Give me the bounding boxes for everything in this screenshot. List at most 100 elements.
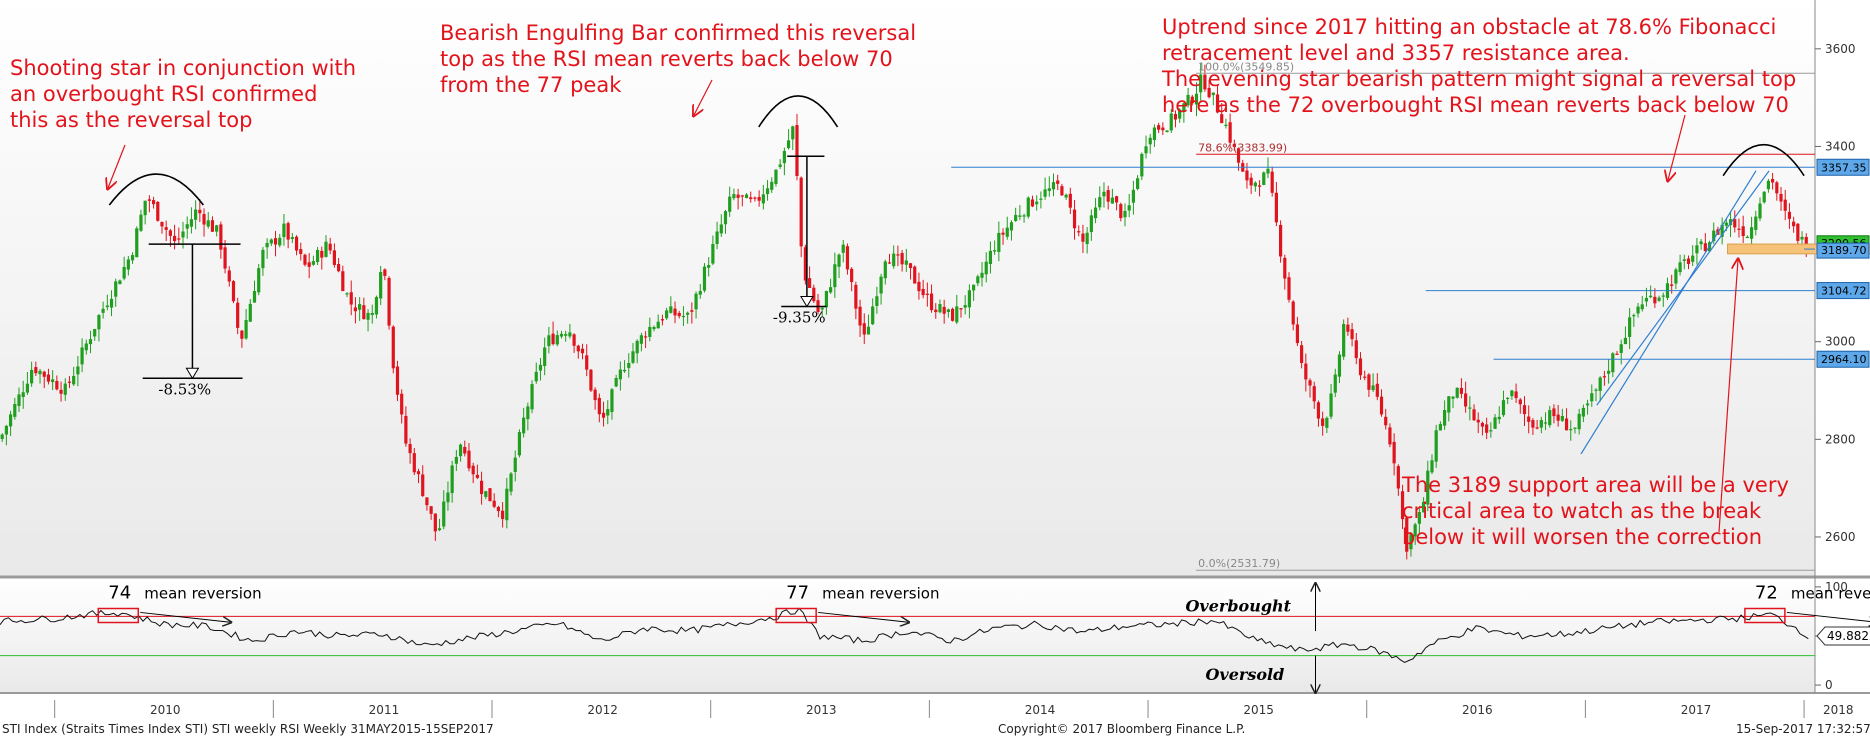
candle-body [643,336,648,338]
candle-body [488,488,492,502]
rsi-reversion-arrow [818,611,908,622]
candle-body [88,339,93,345]
candle-body [1093,207,1098,219]
candle-body [908,263,913,269]
reference-tag [1816,350,1870,368]
candle-body [1644,297,1649,302]
rsi-tick-label: 0 [1825,678,1833,692]
candle-body [1072,209,1077,229]
candle-body [1451,396,1455,399]
candle-body [1485,424,1489,433]
fibonacci-label: 0.0%(2531.79) [1198,557,1280,570]
candle-body [1106,190,1110,202]
candle-body [976,276,980,284]
candle-body [1699,241,1703,245]
candle-body [442,501,446,527]
candle-body [139,214,143,231]
candle-body [622,369,627,372]
candle-body [1190,96,1194,104]
candle-body [345,293,349,295]
candle-body [1199,74,1203,93]
candle-body [475,474,479,478]
candle-body [1295,324,1300,344]
candle-body [1278,224,1283,257]
candle-body [1657,297,1661,301]
candle-body [959,308,963,310]
candle-body [1169,113,1173,131]
candle-body [1110,197,1114,204]
reference-tag-label: 3104.72 [1821,285,1867,298]
candle-body [13,403,17,417]
candle-body [1594,389,1598,391]
candle-body [1493,417,1497,429]
candle-body [660,319,665,321]
candle-body [1438,424,1442,431]
candle-body [118,280,122,285]
fibonacci-label: 78.6%(3383.99) [1198,141,1287,154]
candle-body [1005,227,1009,237]
candle-body [1724,222,1728,226]
candle-body [1539,419,1543,428]
candle-body [993,250,997,252]
candle-body [1649,295,1653,298]
candle-body [883,261,887,279]
candle-body [1535,427,1539,429]
overbought-label: Overbought [1185,596,1291,615]
x-axis: 2010 2011 2012 2013 2014 2015 2016 2017 2018 [54,700,1854,718]
candle-body [719,224,723,234]
candle-body [555,335,559,345]
candle-body [67,381,72,383]
swing-label: -8.53% [158,380,211,398]
candle-body [845,246,850,270]
candle-body [1577,413,1581,430]
candle-body [1329,393,1333,417]
candle-body [601,412,606,418]
candle-body [1325,417,1329,428]
candle-body [1615,353,1619,355]
candle-body [383,269,387,276]
candle-body [568,332,572,337]
candle-body [711,243,715,264]
candle-body [1421,501,1426,513]
candle-body [900,253,904,265]
candle-body [665,310,669,319]
candle-body [1417,512,1421,524]
candle-body [1245,170,1249,181]
candle-body [1379,396,1384,415]
candle-body [808,278,812,288]
candle-body [1560,415,1564,421]
candle-body [694,293,698,310]
oversold-label: Oversold [1205,665,1284,684]
fibonacci-label: 100.0%(3549.85) [1198,60,1294,73]
candle-body [265,242,269,248]
candle-body [227,270,231,282]
candle-body [757,196,761,201]
reference-tag [1816,242,1870,259]
candle-body [1009,222,1014,231]
candle-body [1392,441,1396,464]
candle-body [257,268,261,293]
candle-body [1136,178,1140,189]
candle-body [51,379,55,383]
candle-body [1543,422,1548,424]
candle-body [934,309,938,313]
candle-body [126,259,130,270]
annotation-support-area: The 3189 support area will be a very cri… [1402,473,1789,549]
candle-body [1384,416,1388,426]
candle-body [46,374,51,382]
rsi-reversion-arrow [1786,611,1870,622]
candle-body [21,392,25,398]
candle-body [980,272,984,278]
candle-body [589,369,593,391]
candle-body [151,200,156,205]
candle-body [261,249,265,269]
candle-body [34,367,38,374]
candle-body [282,223,286,238]
candle-body [564,334,568,336]
candle-body [1333,374,1337,393]
candle-body [4,425,8,435]
x-year-label: 2010 [150,703,181,717]
candle-body [358,304,362,310]
candle-body [1442,409,1447,426]
candle-body [1266,168,1270,174]
